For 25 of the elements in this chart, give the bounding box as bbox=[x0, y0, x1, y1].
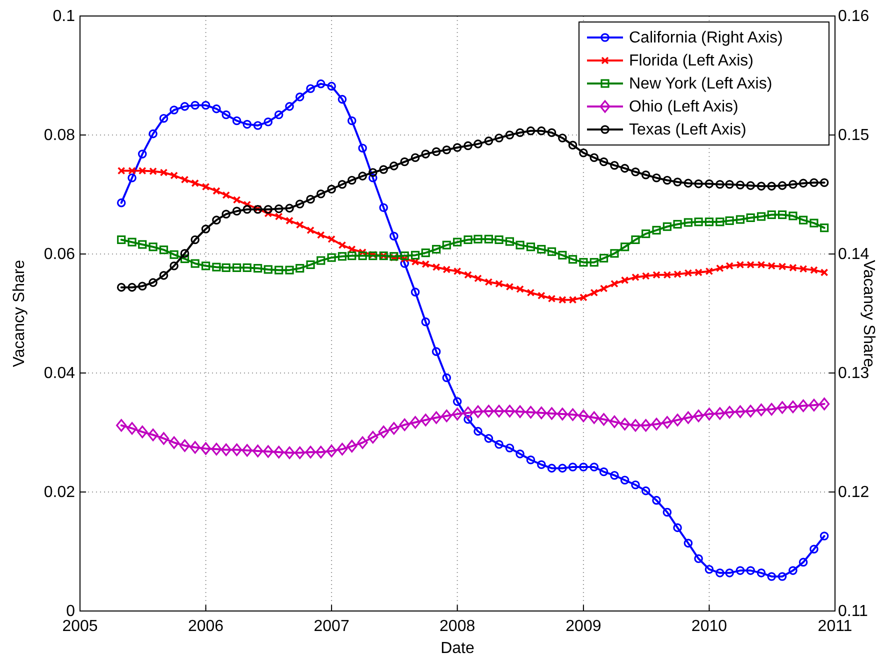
y-tick-label: 0.06 bbox=[44, 246, 76, 263]
legend-label: New York (Left Axis) bbox=[629, 76, 772, 92]
y2-tick-label: 0.11 bbox=[838, 603, 868, 620]
legend-label: California (Right Axis) bbox=[629, 30, 783, 46]
x-tick-label: 2007 bbox=[314, 618, 350, 635]
y-tick-label: 0.02 bbox=[44, 484, 76, 501]
x-tick-label: 2010 bbox=[691, 618, 728, 635]
legend-label: Texas (Left Axis) bbox=[629, 122, 746, 138]
x-tick-label: 2011 bbox=[818, 618, 852, 635]
y2-tick-label: 0.12 bbox=[838, 484, 870, 501]
y2-tick-label: 0.13 bbox=[838, 365, 870, 382]
x-tick-label: 2008 bbox=[440, 618, 476, 635]
x-tick-label: 2009 bbox=[566, 618, 602, 635]
x-tick-label: 2006 bbox=[188, 618, 224, 635]
x-tick-label: 2005 bbox=[62, 618, 98, 635]
y-tick-label: 0.1 bbox=[52, 8, 76, 25]
y-tick-label: 0 bbox=[66, 603, 76, 620]
x-axis-title: Date bbox=[440, 640, 474, 657]
y2-tick-label: 0.16 bbox=[838, 8, 870, 25]
legend-label: Florida (Left Axis) bbox=[629, 52, 754, 70]
y-axis-title: Vacancy Share bbox=[11, 260, 28, 368]
y-tick-label: 0.08 bbox=[44, 127, 76, 144]
y2-tick-label: 0.15 bbox=[838, 127, 870, 144]
legend-label: Ohio (Left Axis) bbox=[629, 98, 738, 116]
y-tick-label: 0.04 bbox=[44, 365, 76, 382]
